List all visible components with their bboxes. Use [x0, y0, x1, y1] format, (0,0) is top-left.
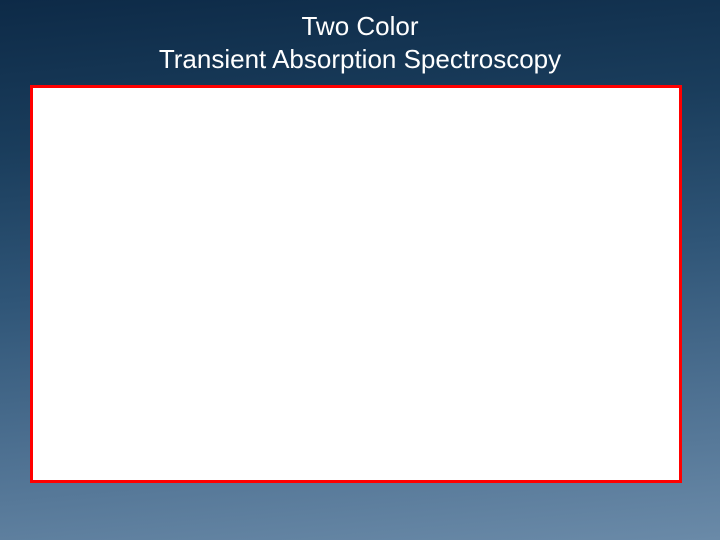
slide-title: Two Color Transient Absorption Spectrosc…: [0, 10, 720, 75]
title-line-1: Two Color: [301, 11, 418, 41]
content-box: [30, 85, 682, 483]
title-line-2: Transient Absorption Spectroscopy: [159, 44, 561, 74]
slide-container: Two Color Transient Absorption Spectrosc…: [0, 0, 720, 540]
